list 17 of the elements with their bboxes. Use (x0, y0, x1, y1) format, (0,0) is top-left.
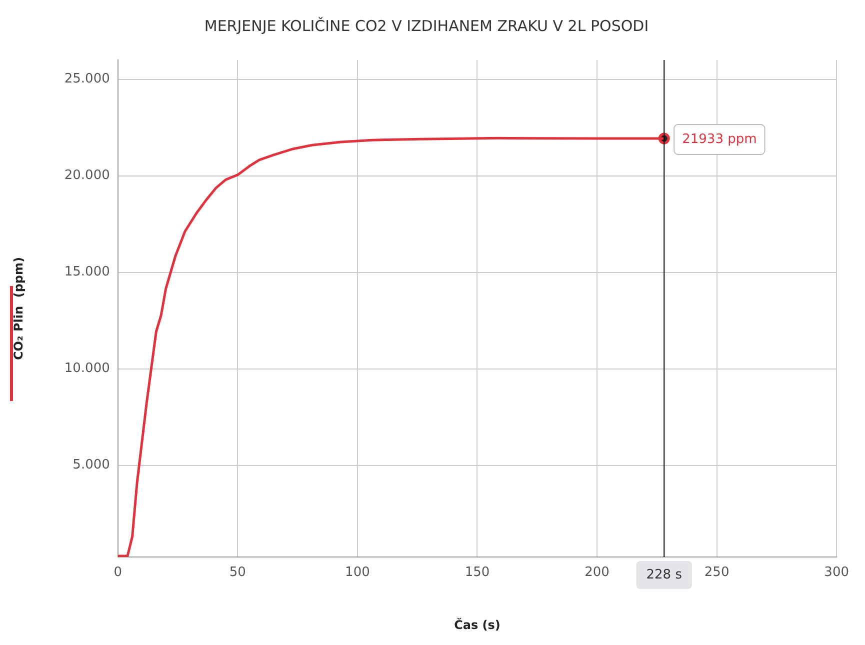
chart-title: MERJENJE KOLIČINE CO2 V IZDIHANEM ZRAKU V 2L POSODI (204, 16, 649, 35)
y-tick-label: 20.000 (64, 168, 110, 184)
x-tick-label: 0 (114, 565, 122, 580)
x-tick-label: 100 (345, 565, 370, 580)
x-tick-label: 300 (824, 565, 850, 580)
ref-line-label: 228 s (646, 567, 682, 582)
x-tick-label: 250 (704, 565, 730, 580)
x-tick-label: 150 (464, 565, 490, 580)
x-tick-label: 50 (229, 565, 246, 580)
y-tick-label: 10.000 (64, 361, 110, 376)
y-tick-label: 5.000 (72, 458, 110, 473)
annotation: 21933 ppm (682, 132, 757, 147)
y-tick-label: 25.000 (64, 72, 110, 87)
y-axis-title: CO₂ Plin (ppm) (11, 256, 26, 360)
x-tick-label: 200 (584, 565, 610, 580)
x-axis-title: Čas (s) (454, 616, 500, 632)
y-tick-label: 15.000 (64, 264, 110, 280)
